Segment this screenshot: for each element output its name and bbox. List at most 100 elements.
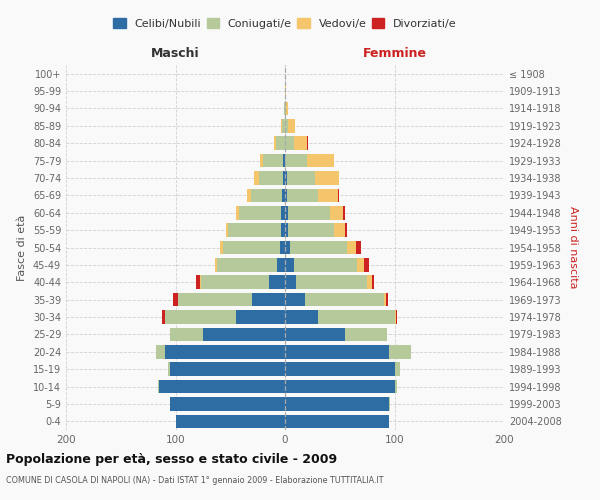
- Bar: [290, 240, 347, 254]
- Bar: [285, 258, 294, 272]
- Bar: [285, 397, 389, 410]
- Bar: [288, 206, 330, 220]
- Bar: [223, 240, 280, 254]
- Bar: [228, 224, 281, 237]
- Bar: [330, 206, 343, 220]
- Bar: [367, 276, 371, 289]
- Bar: [285, 171, 287, 185]
- Bar: [395, 362, 400, 376]
- Bar: [285, 380, 395, 394]
- Bar: [236, 310, 285, 324]
- Bar: [269, 276, 285, 289]
- Bar: [282, 188, 285, 202]
- Bar: [285, 345, 389, 358]
- Bar: [284, 102, 285, 115]
- Bar: [334, 224, 345, 237]
- Bar: [203, 328, 285, 341]
- Bar: [357, 258, 364, 272]
- Bar: [285, 362, 395, 376]
- Bar: [215, 258, 217, 272]
- Bar: [170, 362, 285, 376]
- Bar: [226, 224, 228, 237]
- Bar: [247, 188, 251, 202]
- Bar: [283, 154, 285, 168]
- Bar: [259, 171, 283, 185]
- Bar: [163, 310, 164, 324]
- Bar: [285, 206, 288, 220]
- Bar: [274, 136, 276, 150]
- Bar: [285, 414, 389, 428]
- Bar: [285, 136, 294, 150]
- Y-axis label: Fasce di età: Fasce di età: [17, 214, 27, 280]
- Bar: [383, 293, 386, 306]
- Bar: [281, 224, 285, 237]
- Bar: [395, 310, 397, 324]
- Bar: [200, 276, 269, 289]
- Bar: [251, 188, 282, 202]
- Bar: [156, 345, 164, 358]
- Bar: [288, 119, 295, 132]
- Text: Popolazione per età, sesso e stato civile - 2009: Popolazione per età, sesso e stato civil…: [6, 452, 337, 466]
- Y-axis label: Anni di nascita: Anni di nascita: [568, 206, 578, 289]
- Bar: [281, 119, 282, 132]
- Bar: [283, 171, 285, 185]
- Bar: [285, 119, 288, 132]
- Bar: [173, 293, 178, 306]
- Bar: [364, 258, 370, 272]
- Bar: [285, 102, 286, 115]
- Bar: [176, 414, 285, 428]
- Bar: [196, 276, 200, 289]
- Bar: [168, 362, 170, 376]
- Bar: [178, 293, 252, 306]
- Bar: [285, 224, 288, 237]
- Bar: [285, 293, 305, 306]
- Bar: [281, 206, 285, 220]
- Bar: [296, 276, 367, 289]
- Bar: [217, 258, 277, 272]
- Bar: [285, 154, 307, 168]
- Bar: [294, 136, 307, 150]
- Bar: [318, 188, 338, 202]
- Bar: [356, 240, 361, 254]
- Bar: [170, 397, 285, 410]
- Bar: [285, 328, 345, 341]
- Bar: [276, 136, 285, 150]
- Bar: [285, 188, 287, 202]
- Bar: [260, 154, 263, 168]
- Bar: [285, 276, 296, 289]
- Bar: [307, 154, 334, 168]
- Bar: [294, 258, 357, 272]
- Bar: [389, 345, 411, 358]
- Text: Femmine: Femmine: [362, 47, 427, 60]
- Bar: [164, 310, 236, 324]
- Bar: [254, 171, 259, 185]
- Bar: [287, 188, 318, 202]
- Bar: [314, 171, 338, 185]
- Bar: [371, 276, 374, 289]
- Bar: [252, 293, 285, 306]
- Bar: [220, 240, 223, 254]
- Bar: [345, 328, 387, 341]
- Bar: [277, 258, 285, 272]
- Bar: [159, 380, 285, 394]
- Text: Maschi: Maschi: [151, 47, 200, 60]
- Bar: [170, 328, 203, 341]
- Legend: Celibi/Nubili, Coniugati/e, Vedovi/e, Divorziati/e: Celibi/Nubili, Coniugati/e, Vedovi/e, Di…: [109, 14, 461, 34]
- Bar: [236, 206, 239, 220]
- Bar: [285, 84, 286, 98]
- Bar: [386, 293, 388, 306]
- Bar: [305, 293, 383, 306]
- Bar: [239, 206, 281, 220]
- Bar: [343, 206, 345, 220]
- Bar: [286, 102, 288, 115]
- Bar: [347, 240, 356, 254]
- Bar: [288, 224, 334, 237]
- Bar: [389, 397, 390, 410]
- Bar: [164, 345, 285, 358]
- Bar: [282, 119, 285, 132]
- Bar: [280, 240, 285, 254]
- Bar: [395, 380, 397, 394]
- Text: COMUNE DI CASOLA DI NAPOLI (NA) - Dati ISTAT 1° gennaio 2009 - Elaborazione TUTT: COMUNE DI CASOLA DI NAPOLI (NA) - Dati I…: [6, 476, 383, 485]
- Bar: [158, 380, 159, 394]
- Bar: [285, 240, 290, 254]
